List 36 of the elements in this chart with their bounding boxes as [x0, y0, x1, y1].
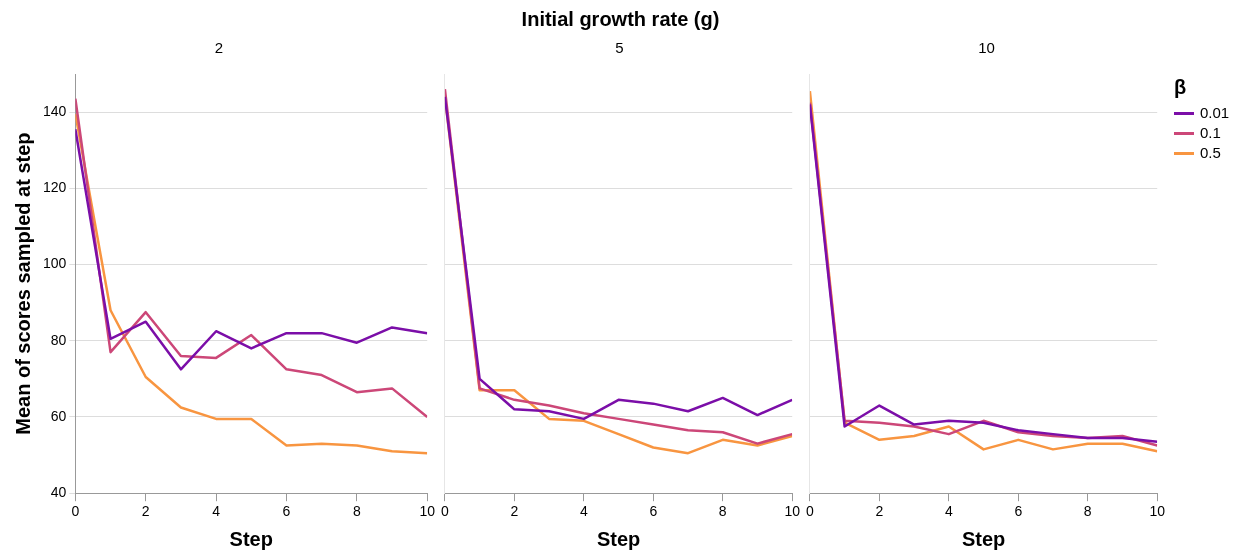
legend-label: 0.01	[1200, 103, 1230, 123]
chart-subtitle: 2	[214, 39, 224, 57]
x-axis-title: Step	[961, 527, 1006, 550]
x-tick-label: 0	[805, 503, 814, 520]
x-tick-label: 2	[875, 503, 884, 520]
x-tick-label: 6	[649, 503, 658, 520]
chart-title: Initial growth rate (g)	[520, 8, 721, 31]
legend-label: 0.5	[1200, 143, 1221, 163]
y-axis-title: Mean of scores sampled at step	[11, 132, 34, 435]
x-tick-label: 10	[419, 503, 436, 520]
x-tick-label: 8	[352, 503, 361, 520]
chart-subtitle: 10	[978, 39, 995, 57]
y-tick-label: 140	[43, 102, 67, 119]
chart-subtitle: 5	[615, 39, 624, 57]
x-axis-title: Step	[596, 527, 641, 550]
x-tick-label: 6	[1014, 503, 1023, 520]
x-tick-label: 4	[944, 503, 953, 520]
x-tick-label: 8	[718, 503, 727, 520]
legend-title: β	[1174, 76, 1188, 99]
x-tick-label: 0	[71, 503, 80, 520]
legend-label: 0.1	[1200, 123, 1221, 143]
x-tick-label: 2	[141, 503, 150, 520]
x-tick-label: 0	[440, 503, 449, 520]
x-tick-label: 4	[579, 503, 588, 520]
x-tick-label: 8	[1083, 503, 1092, 520]
y-tick-label: 100	[43, 255, 67, 272]
x-tick-label: 4	[212, 503, 221, 520]
x-tick-label: 2	[510, 503, 519, 520]
x-tick-label: 10	[1149, 503, 1166, 520]
x-axis-title: Step	[229, 527, 273, 550]
y-tick-label: 80	[50, 331, 67, 348]
x-tick-label: 6	[282, 503, 291, 520]
x-tick-label: 10	[784, 503, 801, 520]
y-tick-label: 40	[50, 484, 67, 501]
y-tick-label: 60	[50, 407, 67, 424]
y-tick-label: 120	[43, 179, 67, 196]
